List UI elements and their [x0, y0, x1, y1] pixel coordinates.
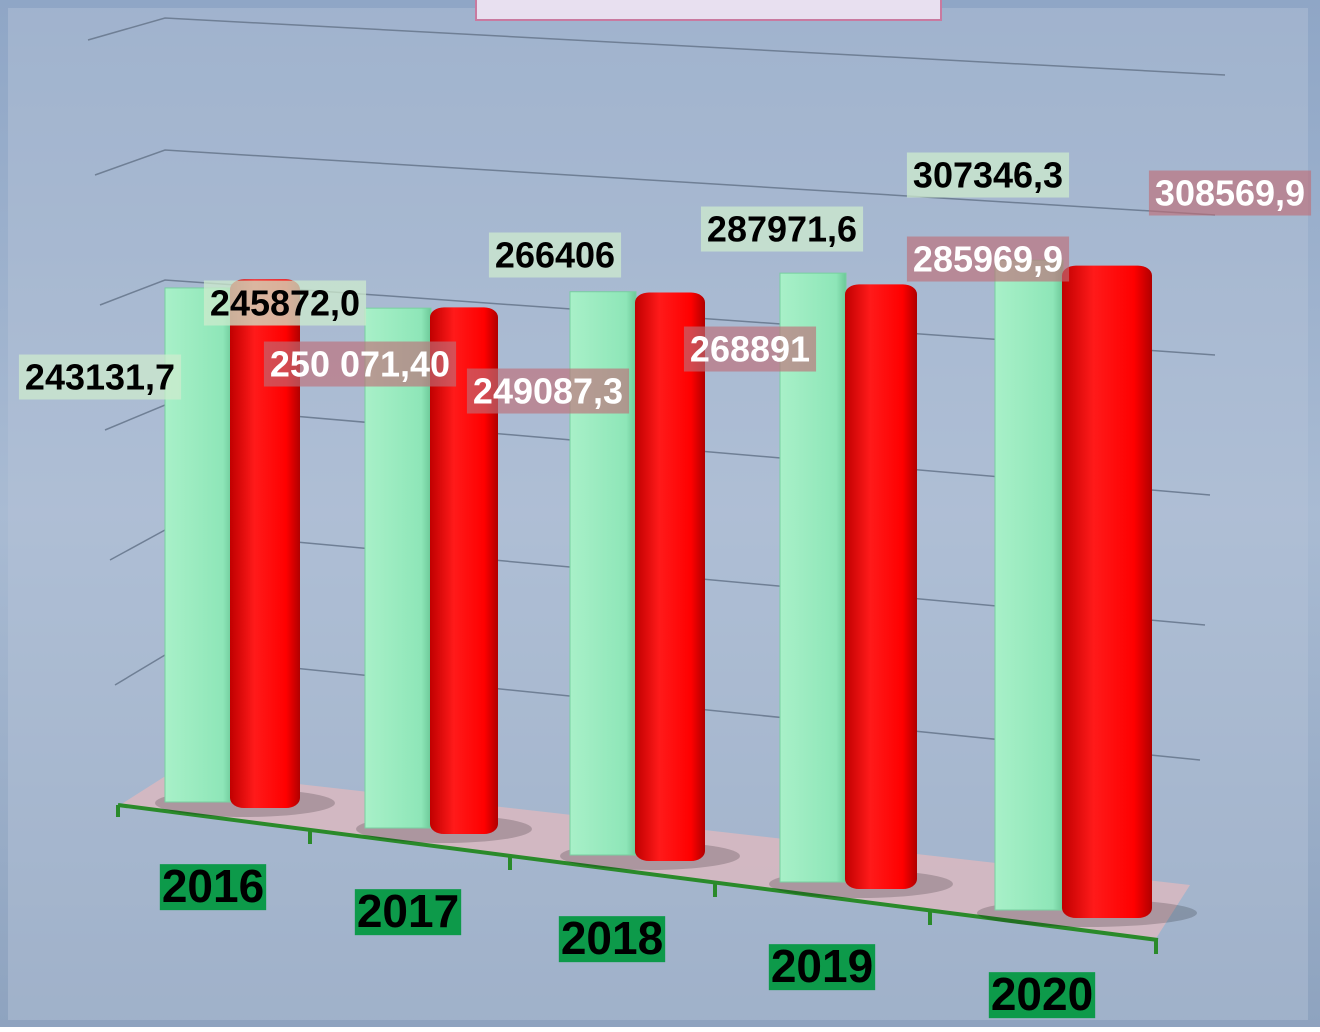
- bar: [635, 292, 705, 861]
- x-tick-group: 2018: [558, 912, 666, 964]
- value-label: 249087,3: [473, 371, 623, 412]
- value-label-bg: [906, 152, 1070, 198]
- value-label-group: 266406: [488, 232, 622, 278]
- value-label: 285969,9: [913, 239, 1063, 280]
- value-label: 268891: [690, 329, 810, 370]
- value-label-group: 250 071,40: [263, 341, 457, 387]
- value-label: 307346,3: [913, 155, 1063, 196]
- value-label: 243131,7: [25, 357, 175, 398]
- value-label: 287971,6: [707, 209, 857, 250]
- x-axis: [116, 803, 1159, 954]
- x-tick-group: 2020: [988, 968, 1096, 1020]
- x-tick-bg: [354, 889, 462, 936]
- bar: [430, 307, 498, 834]
- bar: [1062, 265, 1152, 918]
- value-label-bg: [1148, 170, 1312, 216]
- value-label-group: 285969,9: [906, 236, 1070, 282]
- x-tick-label: 2017: [357, 885, 459, 937]
- value-label-group: 245872,0: [203, 280, 367, 326]
- title-box: [475, 0, 942, 21]
- value-label-bg: [906, 236, 1070, 282]
- value-label: 250 071,40: [270, 344, 450, 385]
- x-tick-group: 2019: [768, 940, 876, 992]
- value-label: 245872,0: [210, 283, 360, 324]
- value-label-bg: [700, 206, 864, 252]
- bar: [994, 259, 1064, 911]
- bar: [779, 272, 847, 883]
- x-tick-label: 2019: [771, 940, 873, 992]
- value-label-group: 268891: [683, 326, 817, 372]
- value-label-group: 308569,9: [1148, 170, 1312, 216]
- value-label: 266406: [495, 235, 615, 276]
- value-label-bg: [683, 326, 817, 372]
- x-tick-bg: [159, 864, 267, 911]
- value-label-bg: [466, 368, 630, 414]
- x-tick-bg: [768, 944, 876, 991]
- x-tick-label: 2016: [162, 860, 264, 912]
- x-tick-group: 2016: [159, 860, 267, 912]
- x-tick-label: 2018: [561, 912, 663, 964]
- value-label-group: 307346,3: [906, 152, 1070, 198]
- x-tick-group: 2017: [354, 885, 462, 937]
- value-label-group: 249087,3: [466, 368, 630, 414]
- value-label-bg: [18, 354, 182, 400]
- value-label-bg: [488, 232, 622, 278]
- value-label-bg: [203, 280, 367, 326]
- value-label: 308569,9: [1155, 173, 1305, 214]
- x-tick-label: 2020: [991, 968, 1093, 1020]
- value-label-group: 243131,7: [18, 354, 182, 400]
- bar: [845, 284, 917, 889]
- bar: [230, 279, 300, 809]
- x-tick-bg: [558, 916, 666, 963]
- x-tick-bg: [988, 972, 1096, 1019]
- value-label-group: 287971,6: [700, 206, 864, 252]
- value-label-bg: [263, 341, 457, 387]
- bar: [364, 307, 432, 829]
